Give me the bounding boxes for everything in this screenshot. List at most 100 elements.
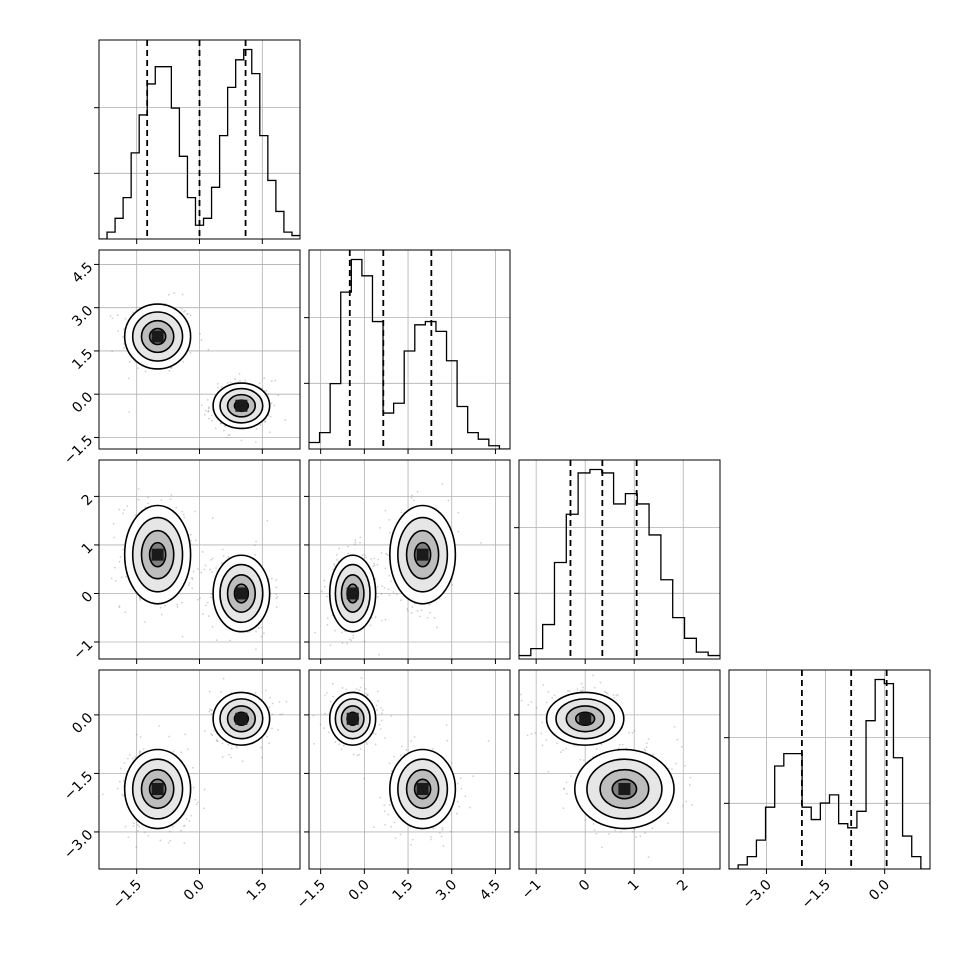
x-tick-label: 1 bbox=[625, 877, 643, 895]
sample-point bbox=[595, 748, 598, 751]
sample-point bbox=[376, 709, 378, 711]
sample-point bbox=[323, 585, 326, 588]
sample-point bbox=[147, 834, 150, 837]
sample-point bbox=[264, 689, 267, 692]
y-tick-label: −1 bbox=[70, 637, 96, 663]
sample-point bbox=[125, 575, 127, 578]
sample-point bbox=[377, 690, 379, 693]
sample-point bbox=[314, 631, 316, 634]
sample-point bbox=[445, 724, 448, 726]
sample-point bbox=[360, 677, 363, 679]
sample-point bbox=[613, 696, 616, 699]
panel-2-1 bbox=[304, 459, 511, 664]
sample-point bbox=[223, 429, 225, 432]
sample-point bbox=[116, 787, 119, 790]
sample-point bbox=[112, 522, 115, 525]
sample-point bbox=[420, 609, 423, 612]
sample-point bbox=[411, 838, 414, 841]
sample-point bbox=[547, 690, 550, 693]
sample-point bbox=[631, 830, 634, 833]
sample-point bbox=[221, 756, 224, 758]
sample-point bbox=[673, 725, 676, 728]
sample-point bbox=[410, 497, 413, 499]
sample-point bbox=[222, 554, 225, 557]
sample-point bbox=[374, 578, 377, 581]
sample-point bbox=[387, 813, 390, 816]
sample-point bbox=[160, 499, 163, 501]
sample-point bbox=[138, 597, 141, 600]
sample-point bbox=[353, 543, 356, 546]
sample-point bbox=[416, 610, 419, 612]
sample-point bbox=[191, 766, 194, 769]
panel-3-1: −1.5 0.0 1.5 3.0 4.5 bbox=[294, 669, 511, 912]
sample-point bbox=[255, 630, 257, 633]
sample-point bbox=[326, 595, 328, 598]
sample-point bbox=[372, 565, 375, 568]
sample-point bbox=[268, 742, 271, 745]
sample-point bbox=[118, 605, 121, 608]
sample-point bbox=[132, 825, 135, 827]
sample-point bbox=[685, 800, 688, 803]
sample-point bbox=[385, 552, 388, 555]
sample-point bbox=[384, 509, 387, 512]
sample-point bbox=[430, 836, 432, 838]
sample-point bbox=[123, 762, 126, 764]
sample-point bbox=[592, 674, 595, 677]
sample-point bbox=[181, 510, 184, 513]
sample-point bbox=[619, 831, 622, 833]
panel-frame bbox=[308, 249, 511, 450]
sample-point bbox=[652, 753, 655, 756]
sample-point bbox=[122, 794, 125, 797]
sample-point bbox=[164, 604, 167, 607]
sample-point bbox=[275, 597, 278, 600]
sample-point bbox=[380, 712, 383, 715]
sample-point bbox=[268, 431, 271, 434]
sample-point bbox=[616, 694, 619, 696]
sample-point bbox=[159, 839, 162, 842]
sample-point bbox=[182, 513, 185, 516]
sample-point bbox=[379, 526, 381, 529]
sample-point bbox=[605, 691, 608, 694]
sample-point bbox=[346, 642, 349, 645]
sample-point bbox=[213, 730, 215, 732]
sample-point bbox=[335, 558, 338, 561]
sample-point bbox=[121, 336, 124, 338]
sample-point bbox=[376, 563, 379, 566]
density-peak bbox=[235, 712, 248, 725]
sample-point bbox=[573, 744, 576, 747]
sample-point bbox=[410, 612, 413, 614]
sample-point bbox=[131, 757, 134, 760]
sample-point bbox=[633, 828, 636, 831]
sample-point bbox=[373, 564, 376, 567]
sample-point bbox=[199, 597, 201, 599]
sample-point bbox=[333, 563, 335, 565]
sample-point bbox=[688, 784, 691, 786]
density-peak bbox=[151, 783, 164, 796]
sample-point bbox=[255, 648, 257, 651]
sample-point bbox=[399, 754, 402, 757]
density-peak bbox=[346, 587, 359, 600]
sample-point bbox=[170, 367, 172, 369]
panel-1-0: −1.5 0.0 1.5 3.0 4.5 bbox=[61, 249, 301, 468]
sample-point bbox=[124, 825, 127, 828]
x-tick-label: 0.0 bbox=[346, 877, 373, 904]
sample-point bbox=[376, 585, 379, 588]
sample-point bbox=[266, 519, 269, 522]
sample-point bbox=[119, 767, 122, 770]
sample-point bbox=[206, 601, 209, 604]
sample-point bbox=[618, 743, 621, 746]
sample-point bbox=[431, 748, 434, 750]
sample-point bbox=[332, 568, 334, 571]
sample-point bbox=[313, 742, 315, 745]
sample-point bbox=[167, 293, 170, 296]
sample-point bbox=[433, 616, 436, 619]
sample-point bbox=[373, 562, 375, 565]
sample-point bbox=[124, 611, 127, 614]
sample-point bbox=[168, 830, 171, 833]
sample-point bbox=[349, 638, 351, 641]
sample-point bbox=[377, 596, 379, 598]
sample-point bbox=[201, 551, 204, 553]
sample-point bbox=[270, 402, 273, 405]
sample-point bbox=[207, 407, 210, 410]
sample-point bbox=[206, 398, 209, 401]
